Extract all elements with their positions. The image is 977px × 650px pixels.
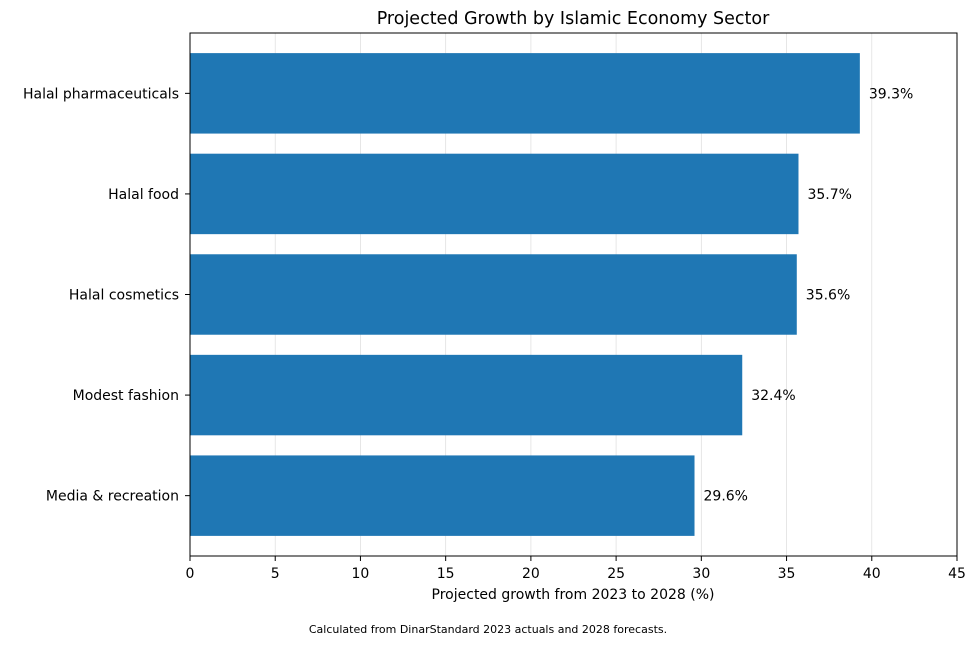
bar-value-label: 39.3%: [869, 86, 913, 102]
footnote: Calculated from DinarStandard 2023 actua…: [309, 623, 667, 636]
category-label: Halal cosmetics: [69, 288, 179, 304]
x-tick-label: 30: [692, 566, 710, 582]
x-tick-label: 35: [778, 566, 796, 582]
bar: [190, 455, 695, 536]
bar: [190, 254, 797, 335]
value-labels: 39.3% 35.7% 35.6% 32.4% 29.6%: [704, 86, 914, 504]
x-tick-label: 15: [437, 566, 455, 582]
category-label: Media & recreation: [46, 489, 179, 505]
bars: [190, 53, 860, 536]
x-tick-label: 5: [271, 566, 280, 582]
bar: [190, 153, 799, 235]
x-tick-label: 0: [186, 566, 195, 582]
bar-value-label: 29.6%: [704, 489, 748, 505]
bar-value-label: 35.7%: [807, 187, 851, 203]
x-tick-label: 10: [352, 566, 370, 582]
x-axis-label: Projected growth from 2023 to 2028 (%): [432, 587, 715, 603]
x-tick-label: 40: [863, 566, 881, 582]
x-axis-ticks: 0 5 10 15 20 25 30 35 40 45: [186, 556, 966, 582]
category-label: Modest fashion: [73, 388, 179, 404]
category-label: Halal food: [108, 187, 179, 203]
bar: [190, 354, 743, 436]
bar-value-label: 32.4%: [751, 388, 795, 404]
x-tick-label: 20: [522, 566, 540, 582]
bar-value-label: 35.6%: [806, 288, 850, 304]
chart-title: Projected Growth by Islamic Economy Sect…: [377, 9, 770, 29]
bar: [190, 53, 860, 134]
x-tick-label: 25: [607, 566, 625, 582]
y-axis-ticks: Halal pharmaceuticals Halal food Halal cos…: [23, 86, 190, 505]
x-tick-label: 45: [948, 566, 966, 582]
category-label: Halal pharmaceuticals: [23, 86, 179, 102]
